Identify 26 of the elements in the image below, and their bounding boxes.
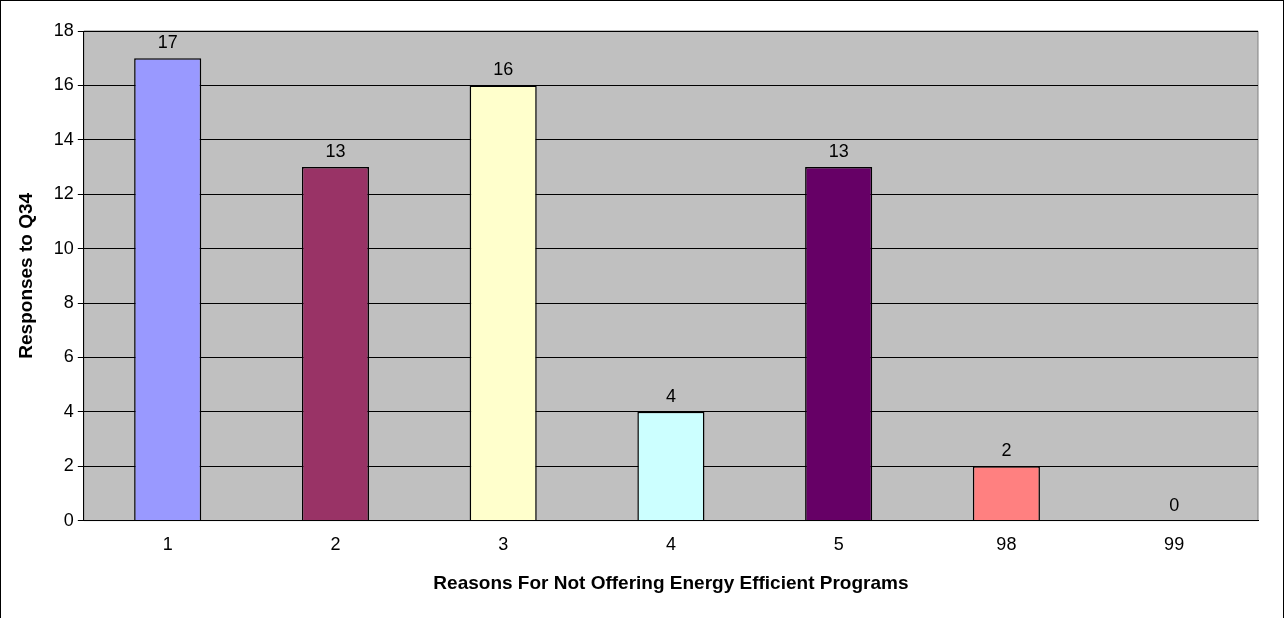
y-tick-label: 16: [53, 74, 74, 95]
data-label: 4: [665, 385, 676, 406]
x-tick-label: 2: [330, 534, 341, 555]
y-axis-title: Responses to Q34: [14, 192, 36, 359]
y-tick-label: 8: [63, 291, 74, 312]
y-tick-label: 2: [63, 455, 74, 476]
data-label: 16: [493, 59, 514, 80]
x-tick-label: 98: [996, 534, 1017, 555]
x-tick-label: 5: [833, 534, 844, 555]
y-tick-label: 6: [63, 346, 74, 367]
x-tick-label: 4: [665, 534, 676, 555]
x-tick-label: 3: [498, 534, 509, 555]
y-tick-label: 4: [63, 400, 74, 421]
data-label: 2: [1001, 440, 1012, 461]
data-label: 17: [157, 32, 178, 53]
data-label: 13: [325, 140, 346, 161]
x-tick-label: 1: [162, 534, 173, 555]
y-tick-label: 0: [63, 509, 74, 530]
y-tick-label: 12: [53, 183, 74, 204]
y-tick-label: 14: [53, 128, 74, 149]
y-tick-label: 18: [53, 19, 74, 40]
x-tick-label: 99: [1164, 534, 1185, 555]
data-label: 13: [828, 140, 849, 161]
y-tick-label: 10: [53, 237, 74, 258]
data-label: 0: [1169, 494, 1180, 515]
x-axis-title: Reasons For Not Offering Energy Efficient Programs: [433, 571, 909, 593]
